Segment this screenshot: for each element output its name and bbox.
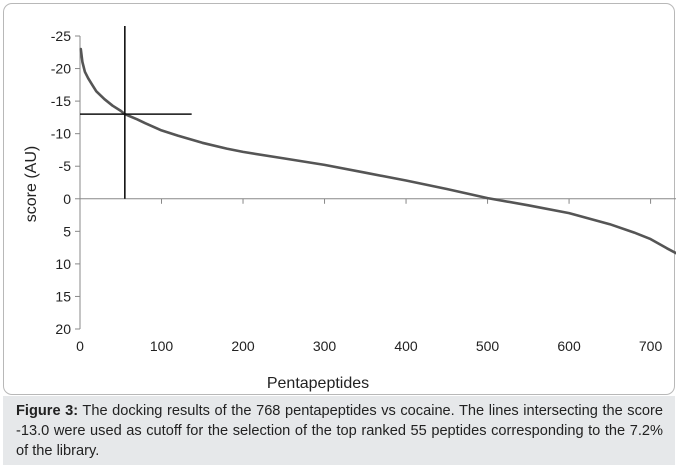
y-tick-label: 0 (63, 191, 71, 207)
figure-caption: Figure 3: The docking results of the 768… (3, 396, 675, 465)
x-tick-label: 200 (231, 338, 255, 354)
data-layer (79, 26, 676, 255)
y-tick-label: -10 (51, 126, 71, 142)
x-tick-label: 700 (639, 338, 663, 354)
y-tick-label: -20 (51, 61, 71, 77)
y-tick-label: -15 (51, 93, 71, 109)
x-axis-title: Pentapeptides (267, 375, 369, 392)
score-curve (79, 47, 676, 255)
x-tick-label: 400 (394, 338, 418, 354)
y-tick-label: -5 (59, 158, 72, 174)
x-tick-label: 100 (150, 338, 174, 354)
y-tick-label: -25 (51, 28, 71, 44)
caption-label: Figure 3: (16, 403, 79, 419)
x-tick-label: 0 (76, 338, 84, 354)
y-tick-label: 5 (63, 223, 71, 239)
x-tick-label: 500 (476, 338, 500, 354)
y-tick-label: 15 (55, 288, 71, 304)
x-tick-label: 600 (557, 338, 581, 354)
y-tick-label: 20 (55, 321, 71, 337)
axes (75, 35, 676, 330)
y-tick-label: 10 (55, 256, 71, 272)
y-axis-title: score (AU) (23, 146, 40, 222)
caption-text: The docking results of the 768 pentapept… (16, 403, 663, 459)
chart-frame: -25 -20 -15 -10 -5 0 5 10 15 20 0 100 200 300 400 500 60… (3, 3, 676, 395)
x-tick-label: 300 (313, 338, 337, 354)
